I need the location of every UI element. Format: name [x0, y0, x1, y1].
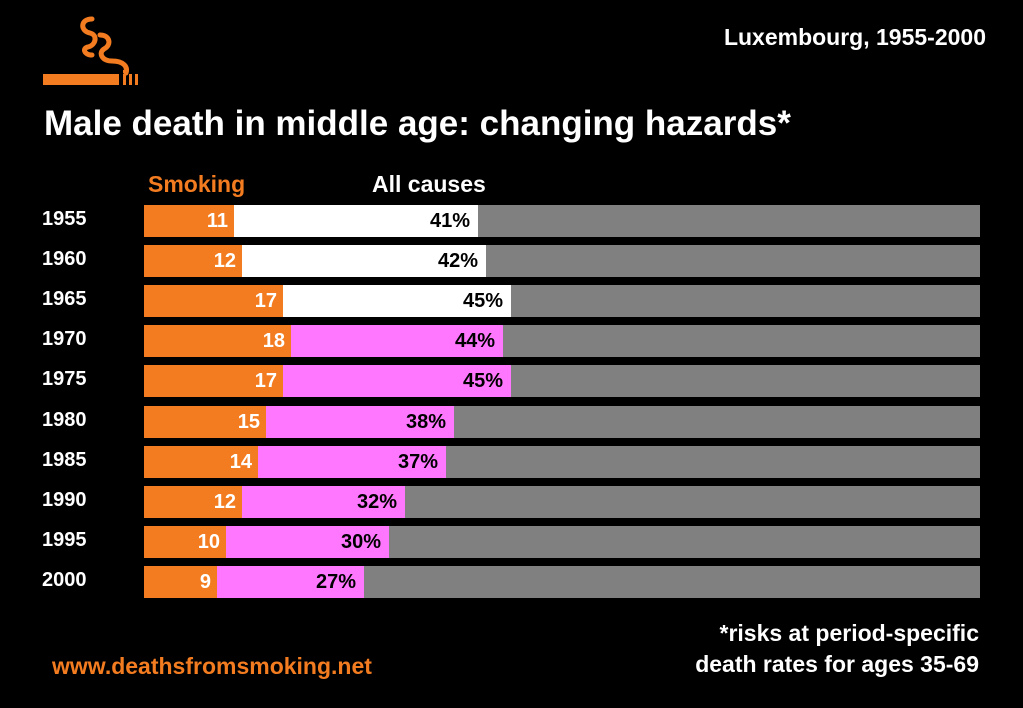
- footnote: *risks at period-specific death rates fo…: [695, 618, 979, 680]
- bar-smoking-1990: [144, 486, 242, 518]
- label-smoking-1995: 10: [197, 531, 220, 553]
- label-smoking-1975: 17: [254, 370, 277, 392]
- label-smoking-1960: 12: [213, 250, 236, 272]
- smoking-cigarette-icon: [43, 16, 138, 85]
- year-label-1970: 1970: [42, 328, 87, 350]
- label-smoking-1970: 18: [262, 330, 285, 352]
- bar-smoking-1955: [144, 205, 234, 237]
- page-title: Male death in middle age: changing hazar…: [44, 104, 791, 143]
- label-all-causes-1995: 30%: [340, 531, 381, 553]
- year-label-1990: 1990: [42, 489, 87, 511]
- website-link[interactable]: www.deathsfromsmoking.net: [52, 653, 372, 679]
- year-label-1995: 1995: [42, 529, 87, 551]
- label-smoking-1990: 12: [213, 491, 236, 513]
- label-all-causes-1975: 45%: [462, 370, 503, 392]
- label-all-causes-1985: 37%: [397, 451, 438, 473]
- year-label-1980: 1980: [42, 409, 87, 431]
- bar-smoking-1965: [144, 285, 283, 317]
- label-all-causes-2000: 27%: [315, 571, 356, 593]
- bar-smoking-1960: [144, 245, 242, 277]
- label-smoking-1985: 14: [229, 451, 252, 473]
- label-smoking-1965: 17: [254, 290, 277, 312]
- year-label-1955: 1955: [42, 208, 87, 230]
- bar-smoking-1985: [144, 446, 258, 478]
- year-label-1975: 1975: [42, 368, 87, 390]
- label-all-causes-1955: 41%: [429, 210, 470, 232]
- bar-smoking-2000: [144, 566, 217, 598]
- year-label-1960: 1960: [42, 248, 87, 270]
- label-smoking-1980: 15: [237, 411, 260, 433]
- label-all-causes-1970: 44%: [454, 330, 495, 352]
- label-all-causes-1990: 32%: [356, 491, 397, 513]
- bar-smoking-1980: [144, 406, 266, 438]
- label-all-causes-1980: 38%: [405, 411, 446, 433]
- label-smoking-1955: 11: [206, 210, 228, 232]
- footnote-line-1: *risks at period-specific: [719, 620, 980, 646]
- bar-smoking-1970: [144, 325, 291, 357]
- year-label-1965: 1965: [42, 288, 87, 310]
- year-label-1985: 1985: [42, 449, 87, 471]
- label-all-causes-1965: 45%: [462, 290, 503, 312]
- year-label-2000: 2000: [42, 569, 87, 591]
- legend-smoking: Smoking: [148, 171, 246, 197]
- label-smoking-2000: 9: [199, 571, 211, 593]
- bar-smoking-1975: [144, 365, 283, 397]
- bar-smoking-1995: [144, 526, 226, 558]
- legend-all-causes: All causes: [372, 171, 486, 197]
- footnote-line-2: death rates for ages 35-69: [695, 651, 979, 677]
- chart-subtitle: Luxembourg, 1955-2000: [723, 24, 986, 50]
- label-all-causes-1960: 42%: [437, 250, 478, 272]
